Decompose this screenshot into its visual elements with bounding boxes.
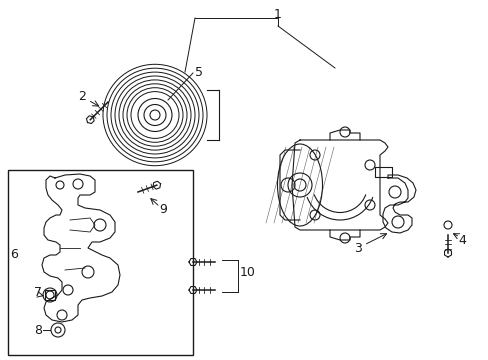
Bar [45, 290, 55, 300]
Text: 5: 5 [195, 66, 203, 78]
Text: 1: 1 [273, 8, 282, 21]
Text: 4: 4 [457, 234, 465, 247]
Text: 8: 8 [34, 324, 42, 337]
Text: 9: 9 [159, 203, 166, 216]
Bar [8, 170, 193, 355]
Text: 3: 3 [353, 242, 361, 255]
Text: 2: 2 [78, 90, 86, 104]
Text: 10: 10 [240, 265, 255, 279]
Text: 7: 7 [34, 287, 42, 300]
Text: 6: 6 [10, 248, 18, 261]
